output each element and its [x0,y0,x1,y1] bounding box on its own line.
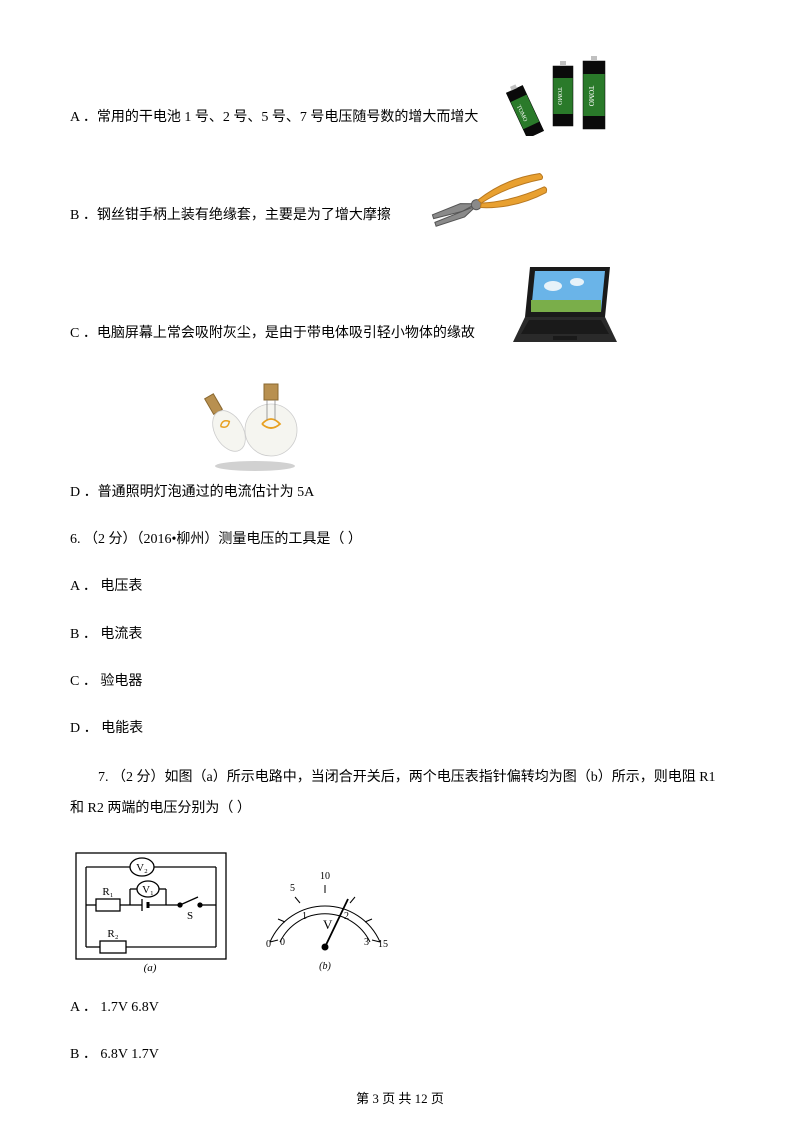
svg-text:(a): (a) [144,962,157,974]
svg-text:TOMO: TOMO [556,87,562,105]
q5-option-c-text: C ．电脑屏幕上常会吸附灰尘，是由于带电体吸引轻小物体的缘故 [70,321,475,346]
q6-option-c: C ． 验电器 [70,669,730,694]
q6-stem: 6. （2 分）（2016•柳州）测量电压的工具是（ ） [70,527,730,552]
svg-text:3: 3 [364,937,369,948]
svg-text:TOMO: TOMO [587,86,595,106]
svg-text:V₁: V₁ [142,884,154,896]
svg-text:S: S [187,910,193,922]
q7-stem: 7. （2 分）如图（a）所示电路中，当闭合开关后，两个电压表指针偏转均为图（b… [70,763,730,825]
svg-text:V₂: V₂ [136,862,148,874]
svg-text:15: 15 [378,939,388,950]
q5-option-a: A ．常用的干电池 1 号、2 号、5 号、7 号电压随号数的增大而增大 TOM… [70,50,730,130]
q5-option-d: D ．普通照明灯泡通过的电流估计为 5A [70,480,730,505]
laptop-icon [505,262,625,352]
svg-text:V: V [323,917,333,932]
svg-text:R₁: R₁ [102,886,113,898]
svg-text:5: 5 [290,883,295,894]
q7-option-a: A ． 1.7V 6.8V [70,995,730,1020]
q6-option-d: D ． 电能表 [70,716,730,741]
batteries-icon: TOMO TOMO TOMO [498,56,618,136]
svg-text:R₂: R₂ [107,928,118,940]
q6-option-b: B ． 电流表 [70,622,730,647]
q5-option-a-text: A ．常用的干电池 1 号、2 号、5 号、7 号电压随号数的增大而增大 [70,105,478,130]
bulbs-icon [190,374,730,474]
q6-option-a: A ． 电压表 [70,574,730,599]
svg-text:10: 10 [320,871,330,882]
svg-text:2: 2 [344,911,349,922]
pliers-icon [421,166,561,236]
q7-option-b: B ． 6.8V 1.7V [70,1042,730,1067]
svg-text:0: 0 [266,939,271,950]
q5-option-b-text: B ．钢丝钳手柄上装有绝缘套，主要是为了增大摩擦 [70,203,391,228]
q5-option-c: C ．电脑屏幕上常会吸附灰尘，是由于带电体吸引轻小物体的缘故 [70,256,730,346]
svg-text:0: 0 [280,937,285,948]
page-footer: 第 3 页 共 12 页 [0,1087,800,1110]
svg-text:(b): (b) [319,961,331,972]
q5-option-b: B ．钢丝钳手柄上装有绝缘套，主要是为了增大摩擦 [70,158,730,228]
q7-figures: V₂ R₁ V₁ S [70,847,730,977]
svg-text:1: 1 [302,911,307,922]
